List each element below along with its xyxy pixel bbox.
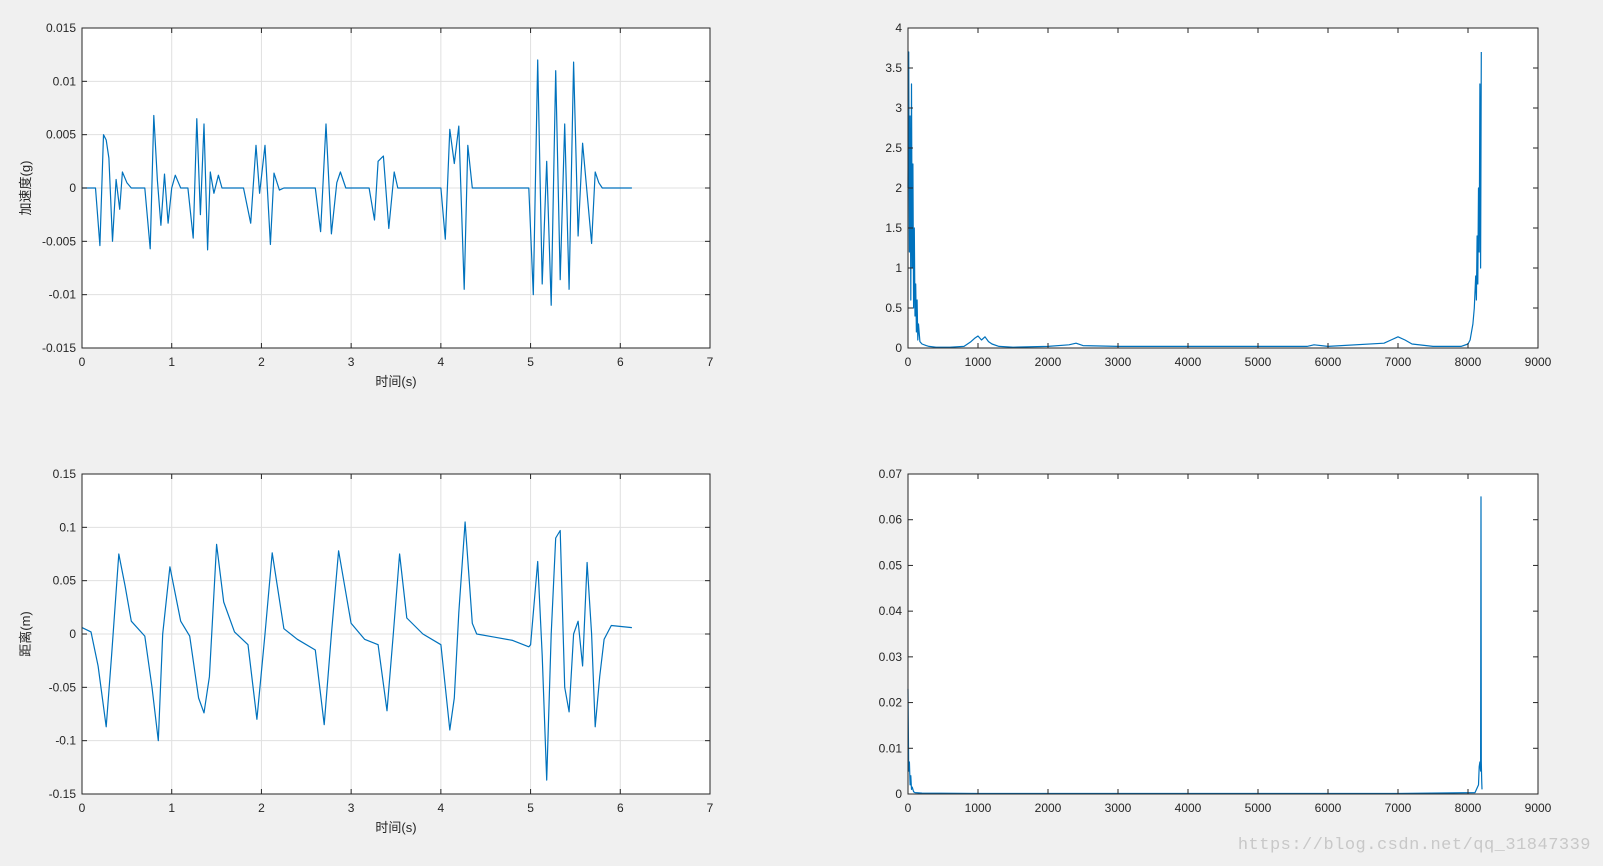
x-tick-label: 0 <box>905 801 912 815</box>
y-tick-label: 4 <box>895 21 902 35</box>
x-tick-label: 3 <box>348 355 355 369</box>
y-tick-label: 0 <box>895 341 902 355</box>
x-tick-label: 3 <box>348 801 355 815</box>
y-tick-label: -0.01 <box>49 288 77 302</box>
series-line-1 <box>81 521 632 781</box>
x-tick-label: 6 <box>617 355 624 369</box>
y-tick-label: 0.05 <box>879 558 903 572</box>
y-tick-label: 0.005 <box>46 128 76 142</box>
x-tick-label: 2000 <box>1035 355 1062 369</box>
x-tick-label: 6000 <box>1315 355 1342 369</box>
y-tick-label: -0.1 <box>55 734 76 748</box>
y-tick-label: 1.5 <box>885 221 902 235</box>
x-tick-label: 4000 <box>1175 355 1202 369</box>
x-tick-label: 6 <box>617 801 624 815</box>
y-tick-label: 0.5 <box>885 301 902 315</box>
y-tick-label: 0 <box>69 627 76 641</box>
y-tick-label: 0.01 <box>879 741 903 755</box>
axes-box <box>907 473 1539 795</box>
chart-1: 0 1 2 3 4 5 6 7 -0.015 -0.01 -0.005 0 0.005 0.01 0.015… <box>18 21 714 389</box>
y-tick-label: -0.015 <box>42 341 76 355</box>
x-tick-label: 5 <box>527 801 534 815</box>
y-tick-label: 3 <box>895 101 902 115</box>
x-tick-label: 4000 <box>1175 801 1202 815</box>
y-axis-label: 加速度(g) <box>18 161 33 216</box>
x-axis-label: 时间(s) <box>375 374 416 389</box>
series-line-1 <box>82 59 632 306</box>
x-tick-label: 8000 <box>1455 355 1482 369</box>
plot-area <box>908 28 1538 348</box>
y-axis-label: 距离(m) <box>18 611 33 657</box>
y-tick-label: 0.03 <box>879 650 903 664</box>
x-tick-label: 1000 <box>965 355 992 369</box>
x-tick-label: 2 <box>258 801 265 815</box>
x-tick-label: 8000 <box>1455 801 1482 815</box>
x-tick-label: 6000 <box>1315 801 1342 815</box>
plot-area <box>908 474 1538 794</box>
y-tick-label: -0.05 <box>49 680 77 694</box>
series-line-1 <box>907 51 1482 348</box>
x-tick-label: 0 <box>79 355 86 369</box>
chart-4: 0 1000 2000 3000 4000 5000 6000 7000 8000 9000 0 0.… <box>879 467 1552 815</box>
x-tick-label: 5000 <box>1245 355 1272 369</box>
y-tick-label: 0.1 <box>59 520 76 534</box>
chart-2: 0 1000 2000 3000 4000 5000 6000 7000 8000 9000 0 0.… <box>885 21 1551 369</box>
x-tick-label: 4 <box>438 355 445 369</box>
y-tick-label: 0.05 <box>53 574 77 588</box>
y-tick-label: -0.15 <box>49 787 77 801</box>
y-tick-label: 3.5 <box>885 61 902 75</box>
x-tick-label: 0 <box>79 801 86 815</box>
x-tick-label: 1 <box>168 801 175 815</box>
y-tick-label: -0.005 <box>42 234 76 248</box>
x-axis-label: 时间(s) <box>375 820 416 835</box>
x-tick-label: 7 <box>707 801 714 815</box>
x-tick-label: 7000 <box>1385 801 1412 815</box>
watermark: https://blog.csdn.net/qq_31847339 <box>1237 836 1591 855</box>
y-tick-label: 1 <box>895 261 902 275</box>
x-tick-label: 5000 <box>1245 801 1272 815</box>
x-tick-label: 9000 <box>1525 801 1552 815</box>
x-tick-label: 1000 <box>965 801 992 815</box>
x-tick-label: 2 <box>258 355 265 369</box>
x-tick-label: 2000 <box>1035 801 1062 815</box>
y-tick-label: 0 <box>895 787 902 801</box>
y-tick-label: 0.04 <box>879 604 903 618</box>
x-tick-label: 5 <box>527 355 534 369</box>
x-tick-label: 0 <box>905 355 912 369</box>
y-tick-label: 0 <box>69 181 76 195</box>
x-tick-label: 9000 <box>1525 355 1552 369</box>
x-tick-label: 3000 <box>1105 801 1132 815</box>
chart-3: 0 1 2 3 4 5 6 7 -0.15 -0.1 -0.05 0 0.05 0.1 0.15 时间(s) 距… <box>18 467 714 835</box>
y-tick-label: 0.015 <box>46 21 76 35</box>
x-tick-label: 7 <box>707 355 714 369</box>
y-tick-label: 0.15 <box>53 467 77 481</box>
y-tick-label: 0.02 <box>879 696 903 710</box>
x-tick-label: 4 <box>438 801 445 815</box>
y-tick-label: 2.5 <box>885 141 902 155</box>
x-tick-label: 7000 <box>1385 355 1412 369</box>
x-tick-label: 1 <box>168 355 175 369</box>
y-tick-label: 0.01 <box>53 74 77 88</box>
x-tick-label: 3000 <box>1105 355 1132 369</box>
y-tick-label: 0.06 <box>879 513 903 527</box>
y-tick-label: 0.07 <box>879 467 903 481</box>
y-tick-label: 2 <box>895 181 902 195</box>
